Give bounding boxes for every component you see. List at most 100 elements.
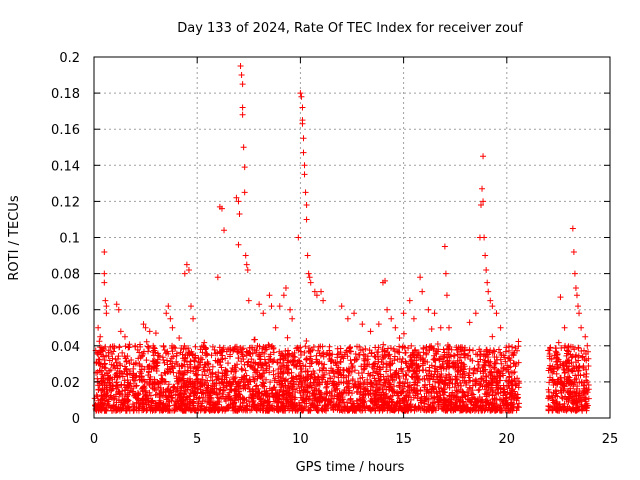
data-point bbox=[301, 349, 308, 356]
data-point bbox=[512, 345, 519, 352]
data-point bbox=[557, 362, 564, 369]
data-point bbox=[164, 403, 171, 410]
data-point bbox=[408, 386, 415, 393]
data-point bbox=[341, 388, 348, 395]
data-point bbox=[304, 252, 311, 259]
data-point bbox=[276, 303, 283, 310]
data-point bbox=[239, 346, 246, 353]
data-point bbox=[323, 405, 330, 412]
data-point bbox=[509, 369, 516, 376]
data-point bbox=[357, 347, 364, 354]
data-point bbox=[444, 406, 451, 413]
data-point bbox=[266, 369, 273, 376]
data-point bbox=[583, 366, 590, 373]
data-point bbox=[163, 406, 170, 413]
data-point bbox=[152, 392, 159, 399]
data-point bbox=[392, 324, 399, 331]
data-point bbox=[251, 346, 258, 353]
data-point bbox=[204, 392, 211, 399]
data-point bbox=[545, 407, 552, 414]
data-point bbox=[420, 346, 427, 353]
data-point bbox=[171, 384, 178, 391]
data-point bbox=[363, 362, 370, 369]
data-point bbox=[568, 354, 575, 361]
data-point bbox=[569, 367, 576, 374]
data-point bbox=[515, 394, 522, 401]
data-point bbox=[173, 373, 180, 380]
data-point bbox=[124, 382, 131, 389]
data-point bbox=[359, 398, 366, 405]
data-point bbox=[439, 378, 446, 385]
data-point bbox=[371, 353, 378, 360]
data-point bbox=[482, 373, 489, 380]
data-point bbox=[439, 360, 446, 367]
data-point bbox=[384, 404, 391, 411]
data-point bbox=[584, 342, 591, 349]
data-point bbox=[232, 343, 239, 350]
data-point bbox=[259, 383, 266, 390]
data-point bbox=[119, 392, 126, 399]
data-point bbox=[372, 344, 379, 351]
data-point bbox=[510, 400, 517, 407]
data-point bbox=[556, 404, 563, 411]
data-point bbox=[422, 381, 429, 388]
data-point bbox=[368, 349, 375, 356]
x-tick-labels: 0 5 10 15 20 25 bbox=[90, 432, 618, 447]
data-point bbox=[486, 369, 493, 376]
data-point bbox=[216, 395, 223, 402]
data-point bbox=[148, 398, 155, 405]
x-axis-label: GPS time / hours bbox=[296, 460, 405, 475]
data-point bbox=[564, 406, 571, 413]
data-point bbox=[327, 396, 334, 403]
y-tick-label: 0.04 bbox=[51, 340, 80, 355]
data-point bbox=[405, 345, 412, 352]
data-point bbox=[292, 373, 299, 380]
data-point bbox=[299, 104, 306, 111]
data-point bbox=[381, 347, 388, 354]
data-point bbox=[260, 380, 267, 387]
data-point bbox=[347, 405, 354, 412]
data-point bbox=[370, 390, 377, 397]
data-point bbox=[124, 398, 131, 405]
data-point bbox=[485, 288, 492, 295]
data-point bbox=[475, 397, 482, 404]
data-point bbox=[187, 358, 194, 365]
data-point bbox=[289, 315, 296, 322]
data-point bbox=[572, 372, 579, 379]
data-point bbox=[181, 270, 188, 277]
data-point bbox=[509, 343, 516, 350]
data-point bbox=[425, 306, 432, 313]
data-point bbox=[219, 379, 226, 386]
data-point bbox=[575, 406, 582, 413]
data-point bbox=[453, 376, 460, 383]
data-point bbox=[117, 328, 124, 335]
data-point bbox=[159, 406, 166, 413]
data-point bbox=[138, 366, 145, 373]
data-point bbox=[413, 354, 420, 361]
data-point bbox=[313, 406, 320, 413]
data-point bbox=[460, 389, 467, 396]
data-point bbox=[292, 354, 299, 361]
data-point bbox=[96, 338, 103, 345]
data-point bbox=[190, 315, 197, 322]
data-point bbox=[209, 363, 216, 370]
data-point bbox=[370, 369, 377, 376]
data-point bbox=[491, 353, 498, 360]
data-point bbox=[500, 364, 507, 371]
data-point bbox=[214, 398, 221, 405]
data-points-dense-band bbox=[91, 326, 592, 414]
data-point bbox=[115, 388, 122, 395]
data-point bbox=[476, 394, 483, 401]
data-point bbox=[173, 403, 180, 410]
data-point bbox=[387, 361, 394, 368]
data-point bbox=[280, 402, 287, 409]
data-point bbox=[209, 377, 216, 384]
data-point bbox=[209, 369, 216, 376]
data-point bbox=[373, 381, 380, 388]
data-point bbox=[321, 371, 328, 378]
data-point bbox=[507, 357, 514, 364]
data-point bbox=[239, 111, 246, 118]
data-point bbox=[295, 381, 302, 388]
data-point bbox=[402, 407, 409, 414]
data-point bbox=[507, 379, 514, 386]
